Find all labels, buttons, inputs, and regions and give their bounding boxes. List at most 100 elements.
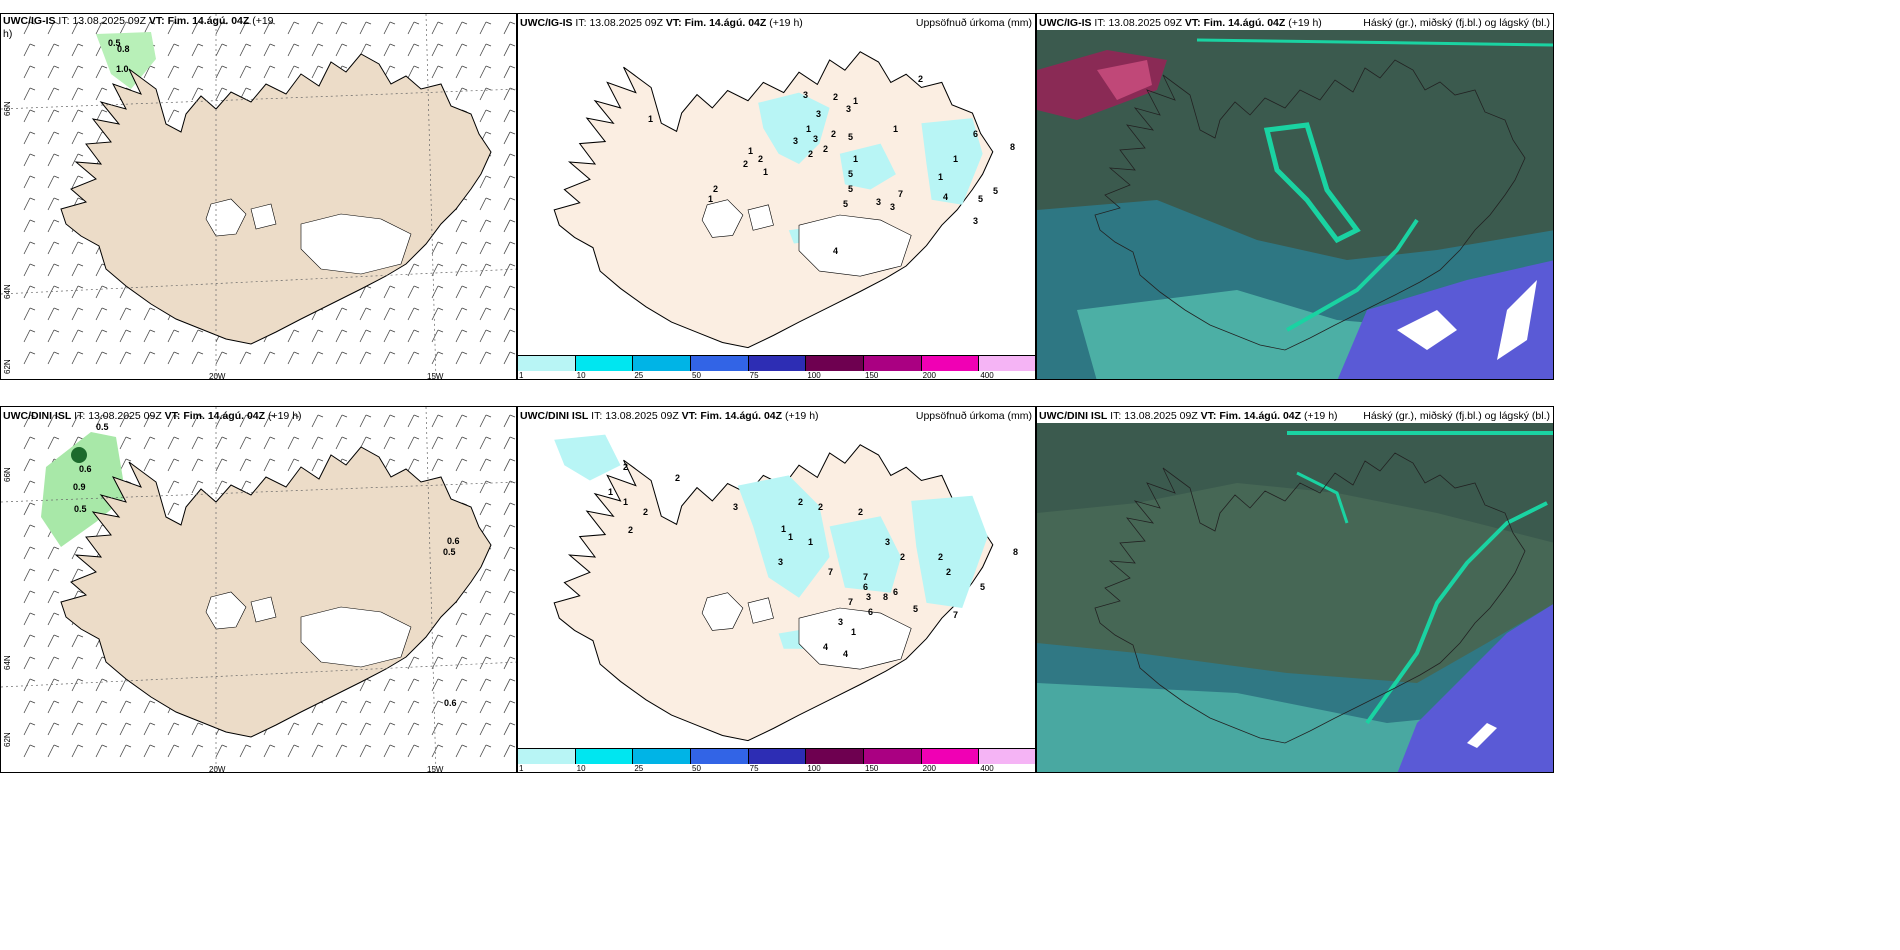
field-name: Uppsöfnuð úrkoma (mm) <box>915 410 1032 422</box>
precip-value-label: 2 <box>918 74 924 84</box>
wind-label: 1.0 <box>116 64 129 74</box>
precip-value-label: 1 <box>781 524 787 534</box>
precip-value-label: 3 <box>803 90 809 100</box>
precip-value-label: 1 <box>953 154 959 164</box>
precip-value-label: 3 <box>793 136 799 146</box>
precip-value-label: 1 <box>648 114 654 124</box>
precip-value-label: 1 <box>608 487 614 497</box>
colorbar-swatch <box>806 356 865 371</box>
colorbar-swatch <box>864 749 922 764</box>
precip-value-label: 3 <box>838 617 844 627</box>
precip-value-label: 1 <box>853 96 859 106</box>
colorbar-tick-label: 200 <box>922 764 937 773</box>
precip-value-label: 2 <box>946 567 952 577</box>
field-name: Uppsöfnuð úrkoma (mm) <box>915 17 1032 29</box>
colorbar-swatch <box>921 749 980 764</box>
precip-value-label: 5 <box>848 184 854 194</box>
colorbar-swatch <box>633 356 692 371</box>
precip-value-label: 4 <box>833 246 839 256</box>
precip-value-label: 2 <box>628 525 634 535</box>
colorbar-swatch <box>806 749 865 764</box>
colorbar-swatch <box>921 356 980 371</box>
panel-title: UWC/DINI ISL IT: 13.08.2025 09Z VT: Fim.… <box>3 410 302 422</box>
precip-value-label: 2 <box>938 552 944 562</box>
colorbar-swatch <box>518 356 576 371</box>
precip-value-label: 6 <box>973 129 979 139</box>
precip-value-label: 7 <box>953 610 959 620</box>
colorbar-tick-label: 50 <box>692 371 701 380</box>
precip-value-label: 2 <box>831 129 837 139</box>
precip-value-label: 7 <box>828 567 834 577</box>
wind-label: 0.8 <box>117 44 130 54</box>
precip-value-label: 5 <box>980 582 986 592</box>
precip-value-label: 2 <box>713 184 719 194</box>
precip-value-label: 5 <box>848 169 854 179</box>
wind-label: 0.9 <box>73 482 86 492</box>
lon-label-20w: 20W <box>209 765 226 773</box>
precip-value-label: 1 <box>763 167 769 177</box>
wind-label: 0.5 <box>443 547 456 557</box>
colorbar-tick-label: 50 <box>692 764 701 773</box>
colorbar-swatch <box>979 356 1035 371</box>
precip-value-label: 3 <box>816 109 822 119</box>
precip-value-label: 8 <box>1013 547 1019 557</box>
colorbar-tick-label: 100 <box>807 371 821 380</box>
colorbar-swatch <box>864 356 922 371</box>
precip-value-label: 6 <box>868 607 874 617</box>
precip-value-label: 7 <box>848 597 854 607</box>
precip-value-label: 2 <box>823 144 829 154</box>
precip-value-label: 5 <box>913 604 919 614</box>
precip-value-label: 4 <box>843 649 849 659</box>
precip-value-label: 1 <box>851 627 857 637</box>
colorbar-swatch <box>691 356 749 371</box>
precip-value-label: 6 <box>863 582 869 592</box>
colorbar-tick-label: 1 <box>519 764 524 773</box>
precip-value-label: 2 <box>900 552 906 562</box>
lat-label-62n: 62N <box>3 359 12 374</box>
precip-value-label: 2 <box>743 159 749 169</box>
precip-value-label: 3 <box>866 592 872 602</box>
precip-value-label: 1 <box>788 532 794 542</box>
precip-value-label: 8 <box>1010 142 1016 152</box>
field-name: Háský (gr.), miðský (fj.bl.) og lágský (… <box>1363 17 1550 29</box>
colorbar <box>518 355 1035 371</box>
lon-label-15w: 15W <box>427 372 444 380</box>
wind-label: 0.5 <box>96 422 109 432</box>
colorbar-swatch <box>633 749 692 764</box>
field-name: Háský (gr.), miðský (fj.bl.) og lágský (… <box>1363 410 1550 422</box>
precip-value-label: 3 <box>876 197 882 207</box>
precip-value-label: 7 <box>863 572 869 582</box>
colorbar-tick-label: 150 <box>865 371 879 380</box>
lat-label-64n: 64N <box>3 284 12 299</box>
wind-panel-bottom: UWC/DINI ISL IT: 13.08.2025 09Z VT: Fim.… <box>0 406 517 773</box>
precip-value-label: 1 <box>708 194 714 204</box>
precip-value-label: 5 <box>843 199 849 209</box>
lon-label-15w: 15W <box>427 765 444 773</box>
colorbar-tick-label: 10 <box>576 764 586 773</box>
precip-value-label: 1 <box>893 124 899 134</box>
precip-value-label: 3 <box>973 216 979 226</box>
lat-label-62n: 62N <box>3 732 12 747</box>
precip-value-label: 2 <box>758 154 764 164</box>
precip-value-label: 2 <box>833 92 839 102</box>
precip-value-label: 8 <box>883 592 889 602</box>
precip-value-label: 2 <box>808 149 814 159</box>
precip-value-label: 1 <box>938 172 944 182</box>
colorbar <box>518 748 1035 764</box>
precip-map-bottom <box>553 434 994 742</box>
panel-title: UWC/IG-IS IT: 13.08.2025 09Z VT: Fim. 14… <box>3 15 274 40</box>
colorbar-tick-label: 1 <box>519 371 524 380</box>
cloud-map-bottom <box>1037 423 1553 772</box>
panel-title: UWC/IG-IS IT: 13.08.2025 09Z VT: Fim. 14… <box>520 17 803 29</box>
precip-value-label: 5 <box>978 194 984 204</box>
precip-value-label: 7 <box>898 189 904 199</box>
precip-map-top <box>553 51 994 349</box>
lat-label-64n: 64N <box>3 655 12 670</box>
precip-value-label: 1 <box>748 146 754 156</box>
colorbar-tick-label: 25 <box>634 764 644 773</box>
precip-value-label: 4 <box>943 192 949 202</box>
precip-value-label: 3 <box>885 537 891 547</box>
colorbar-swatch <box>691 749 749 764</box>
precip-value-label: 5 <box>993 186 999 196</box>
panel-title: UWC/DINI ISL IT: 13.08.2025 09Z VT: Fim.… <box>1039 410 1338 422</box>
